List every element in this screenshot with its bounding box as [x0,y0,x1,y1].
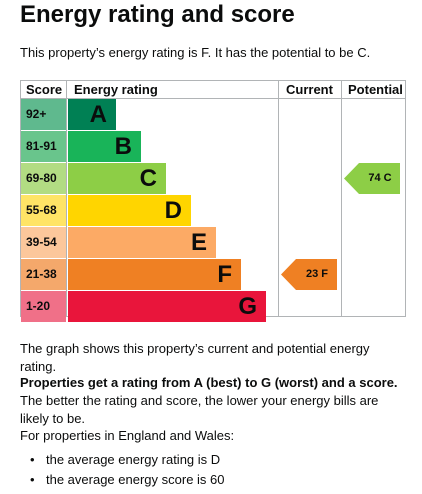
rating-explanation-bold: Properties get a rating from A (best) to… [20,375,398,390]
rating-bar-b: B [68,131,141,162]
score-cell-a: 92+ [21,99,66,130]
score-cell-g: 1-20 [21,291,66,322]
score-cell-f: 21-38 [21,259,66,290]
averages-list: the average energy rating is D the avera… [20,450,225,490]
current-column-divider [278,81,279,316]
page-title: Energy rating and score [20,1,295,28]
current-rating-arrow-label: 23 F [305,268,328,280]
graph-caption: The graph shows this property’s current … [20,341,370,374]
header-score: Score [26,82,63,97]
score-column-divider [66,81,67,316]
list-item: the average energy score is 60 [20,470,225,490]
score-cell-b: 81-91 [21,131,66,162]
rating-bar-e: E [68,227,216,258]
rating-bar-g: G [68,291,266,322]
header-current: Current [286,82,333,97]
rating-bar-c: C [68,163,166,194]
rating-bar-a: A [68,99,116,130]
score-cell-e: 39-54 [21,227,66,258]
rating-explanation: Properties get a rating from A (best) to… [20,374,405,428]
score-cell-d: 55-68 [21,195,66,226]
england-wales-label: For properties in England and Wales: [20,428,235,443]
list-item: the average energy rating is D [20,450,225,470]
current-rating-arrow: 23 F [281,259,337,290]
rating-bar-d: D [68,195,191,226]
rating-explanation-rest: The better the rating and score, the low… [20,393,379,426]
header-divider [21,98,405,99]
header-potential: Potential [348,82,403,97]
rating-bar-f: F [68,259,241,290]
epc-chart: Score Energy rating Current Potential 92… [20,80,406,322]
score-cell-c: 69-80 [21,163,66,194]
potential-column-divider [341,81,342,316]
header-energy-rating: Energy rating [74,82,158,97]
rating-intro: This property’s energy rating is F. It h… [20,45,371,60]
potential-rating-arrow-label: 74 C [368,172,392,184]
potential-rating-arrow: 74 C [344,163,400,194]
